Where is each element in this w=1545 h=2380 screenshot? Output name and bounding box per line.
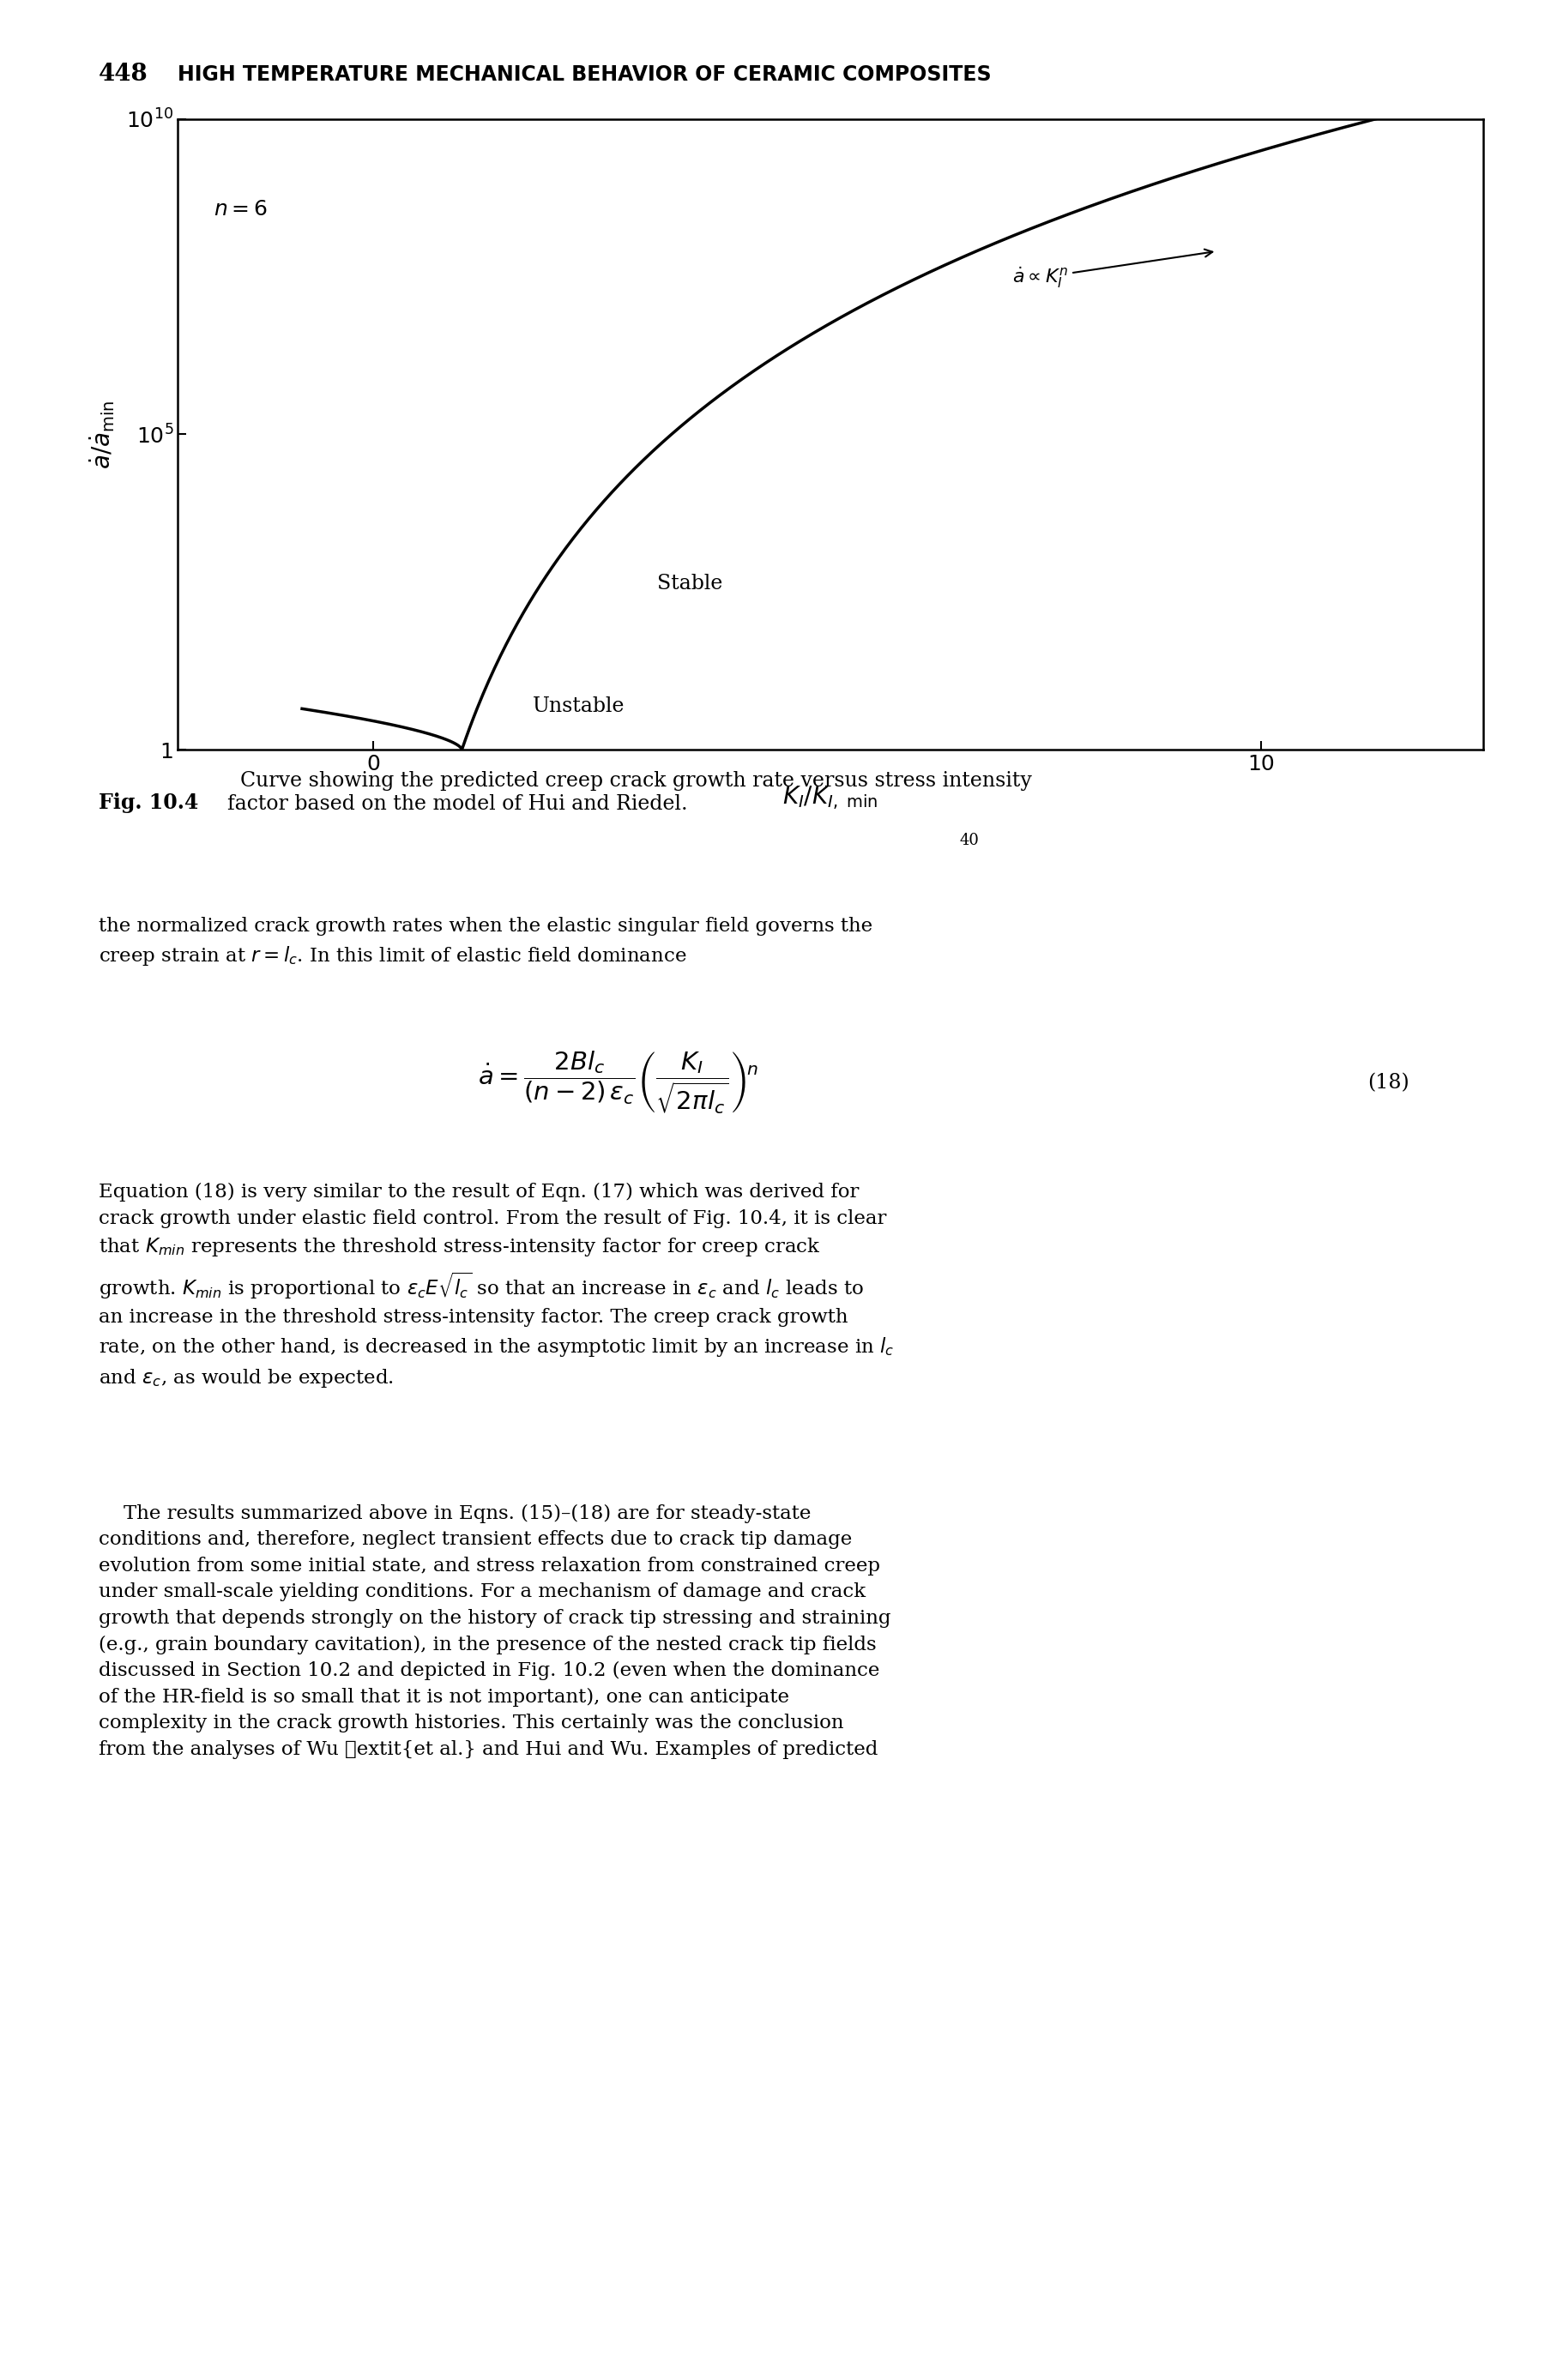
- Text: (18): (18): [1367, 1073, 1409, 1092]
- Text: $\dot{a} \propto K_I^n$: $\dot{a} \propto K_I^n$: [1012, 250, 1213, 290]
- Text: HIGH TEMPERATURE MECHANICAL BEHAVIOR OF CERAMIC COMPOSITES: HIGH TEMPERATURE MECHANICAL BEHAVIOR OF …: [178, 64, 992, 86]
- Text: 40: 40: [959, 833, 980, 847]
- Text: $\dot{a} = \dfrac{2Bl_c}{(n-2)\,\varepsilon_c}\left(\dfrac{K_I}{\sqrt{2\pi l_c}}: $\dot{a} = \dfrac{2Bl_c}{(n-2)\,\varepsi…: [477, 1050, 759, 1116]
- X-axis label: $K_I / K_{I,\ \mathrm{min}}$: $K_I / K_{I,\ \mathrm{min}}$: [783, 783, 878, 812]
- Y-axis label: $\dot{a} / \dot{a}_{\mathrm{min}}$: $\dot{a} / \dot{a}_{\mathrm{min}}$: [88, 400, 117, 469]
- Text: Fig. 10.4: Fig. 10.4: [99, 793, 199, 814]
- Text: Equation (18) is very similar to the result of Eqn. (17) which was derived for
c: Equation (18) is very similar to the res…: [99, 1183, 895, 1390]
- Text: 448: 448: [99, 62, 148, 86]
- Text: The results summarized above in Eqns. (15)–(18) are for steady-state
conditions : The results summarized above in Eqns. (1…: [99, 1504, 891, 1759]
- Text: the normalized crack growth rates when the elastic singular field governs the
cr: the normalized crack growth rates when t…: [99, 916, 873, 969]
- Text: Curve showing the predicted creep crack growth rate versus stress intensity
fact: Curve showing the predicted creep crack …: [227, 771, 1032, 814]
- Text: $n = 6$: $n = 6$: [213, 200, 267, 219]
- Text: Unstable: Unstable: [533, 697, 626, 716]
- Text: Stable: Stable: [657, 574, 723, 593]
